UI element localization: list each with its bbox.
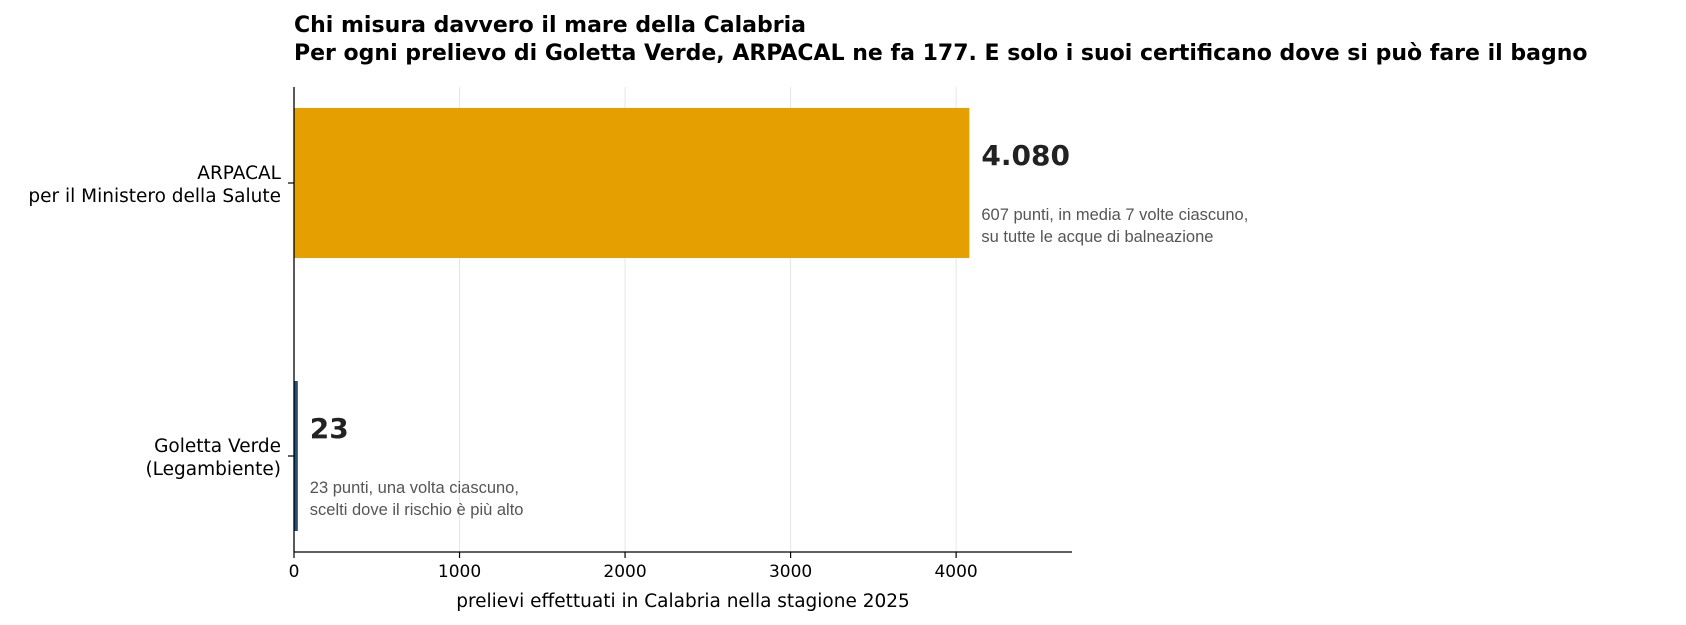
bars: 4.080 607 punti, in media 7 volte ciascun… [294,108,1248,531]
bar-value-label: 4.080 [981,139,1070,172]
category-label-line1: Goletta Verde [154,436,281,457]
bar [294,108,970,258]
bar-note-line1: 607 punti, in media 7 volte ciascuno, [981,206,1248,224]
x-tick-label: 2000 [603,562,646,582]
category-label-line2: (Legambiente) [145,459,281,480]
chart-title: Chi misura davvero il mare della Calabri… [294,13,806,38]
x-tick-label: 1000 [438,562,481,582]
x-tick-label: 0 [289,562,300,582]
x-axis-label: prelievi effettuati in Calabria nella st… [456,591,910,612]
x-tick-label: 4000 [934,562,977,582]
bar-note-line2: scelti dove il rischio è più alto [310,501,524,519]
bar-note-line2: su tutte le acque di balneazione [981,228,1213,246]
bar-note-line1: 23 punti, una volta ciascuno, [310,479,519,497]
x-axis-ticks: 0 1000 2000 3000 4000 [289,552,978,582]
x-tick-label: 3000 [769,562,812,582]
chart-subtitle: Per ogni prelievo di Goletta Verde, ARPA… [294,41,1587,66]
category-label-line2: per il Ministero della Salute [28,186,281,207]
bar [294,381,298,531]
category-label-line1: ARPACAL [197,163,281,184]
bar-value-label: 23 [310,412,349,445]
